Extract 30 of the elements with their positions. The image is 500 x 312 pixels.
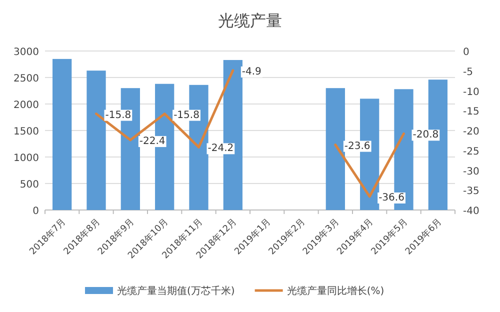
y2-tick-label: -25 — [463, 146, 480, 158]
bar — [326, 88, 345, 210]
bar — [52, 58, 72, 210]
data-label: -23.6 — [344, 140, 370, 152]
data-label: -15.8 — [105, 110, 132, 121]
y-tick-label: 1500 — [14, 126, 39, 138]
legend-label: 光缆产量当期值(万芯千米) — [117, 285, 235, 297]
legend-label: 光缆产量同比增长(%) — [286, 285, 384, 297]
y-tick-label: 0 — [32, 206, 39, 217]
y2-tick-label: -5 — [463, 66, 473, 78]
data-label: -4.9 — [242, 66, 262, 78]
y2-tick-label: -35 — [463, 186, 480, 198]
data-label: -24.2 — [208, 143, 234, 154]
y-tick-label: 3000 — [14, 47, 39, 58]
data-label: -15.8 — [174, 110, 200, 121]
y2-tick-label: -30 — [463, 166, 480, 178]
data-label: -22.4 — [139, 136, 166, 148]
y-tick-label: 2000 — [14, 100, 39, 111]
y2-tick-label: -20 — [463, 126, 480, 138]
chart-title: 光缆产量 — [218, 11, 282, 30]
data-label: -20.8 — [412, 130, 439, 141]
y-tick-label: 2500 — [14, 74, 39, 84]
y2-tick-label: -15 — [463, 106, 480, 118]
y2-tick-label: -10 — [463, 86, 480, 98]
y2-tick-label: -40 — [463, 206, 480, 217]
y-tick-label: 500 — [20, 180, 39, 190]
y2-tick-label: 0 — [463, 47, 470, 58]
bar — [86, 70, 106, 210]
y-tick-label: 1000 — [14, 153, 39, 164]
data-label: -36.6 — [378, 192, 404, 204]
